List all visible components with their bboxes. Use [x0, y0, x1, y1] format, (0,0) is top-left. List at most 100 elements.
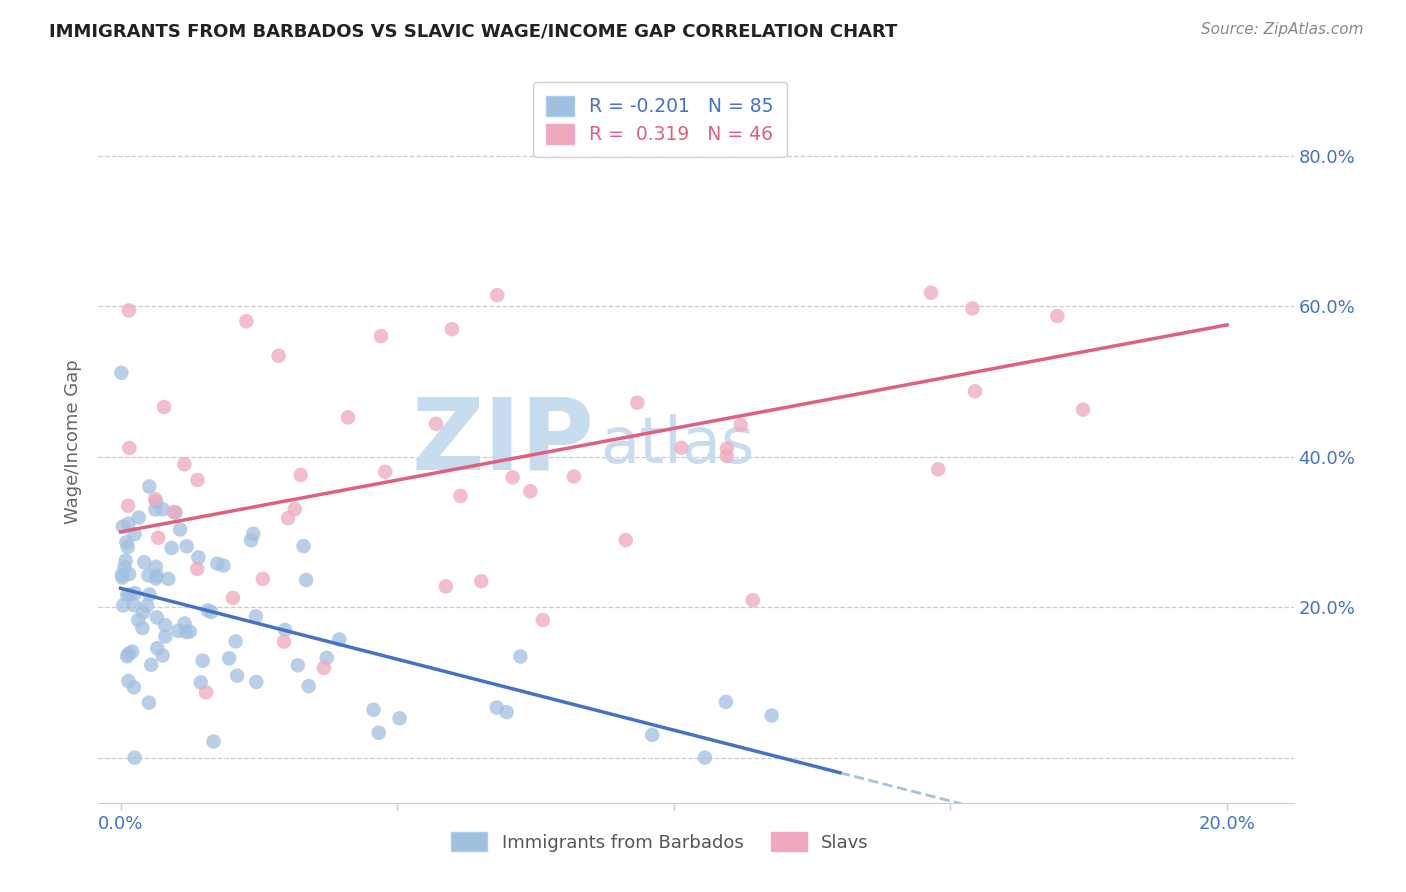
Point: [626, 395, 648, 409]
Point: [363, 703, 385, 717]
Point: [245, 675, 267, 690]
Point: [367, 725, 389, 739]
Point: [186, 473, 208, 487]
Point: [485, 700, 508, 714]
Point: [1046, 309, 1069, 323]
Point: [124, 586, 146, 600]
Point: [502, 470, 524, 484]
Point: [127, 613, 149, 627]
Point: [146, 641, 169, 656]
Point: [290, 467, 312, 482]
Text: ZIP: ZIP: [412, 393, 595, 490]
Point: [370, 329, 392, 343]
Point: [693, 750, 716, 764]
Point: [176, 539, 198, 553]
Point: [117, 647, 139, 661]
Point: [284, 502, 307, 516]
Point: [614, 533, 637, 548]
Point: [716, 449, 738, 463]
Point: [122, 599, 145, 613]
Point: [138, 696, 160, 710]
Point: [118, 303, 141, 318]
Point: [138, 568, 160, 582]
Point: [111, 570, 134, 584]
Y-axis label: Wage/Income Gap: Wage/Income Gap: [63, 359, 82, 524]
Point: [138, 587, 160, 601]
Text: Source: ZipAtlas.com: Source: ZipAtlas.com: [1201, 22, 1364, 37]
Point: [245, 609, 267, 624]
Point: [212, 558, 235, 573]
Point: [114, 553, 136, 567]
Point: [179, 624, 201, 639]
Point: [287, 658, 309, 673]
Point: [110, 366, 132, 380]
Point: [252, 572, 274, 586]
Point: [641, 728, 664, 742]
Point: [153, 618, 176, 632]
Point: [962, 301, 984, 316]
Point: [160, 541, 183, 555]
Point: [207, 557, 229, 571]
Point: [114, 560, 136, 574]
Point: [218, 651, 240, 665]
Point: [519, 484, 541, 499]
Point: [434, 579, 457, 593]
Point: [141, 657, 163, 672]
Point: [292, 539, 315, 553]
Point: [486, 288, 509, 302]
Point: [167, 624, 190, 638]
Point: [152, 648, 174, 663]
Point: [165, 506, 187, 520]
Point: [714, 695, 737, 709]
Point: [111, 519, 134, 533]
Point: [1071, 402, 1094, 417]
Point: [920, 285, 942, 300]
Point: [173, 458, 195, 472]
Point: [671, 441, 693, 455]
Point: [152, 502, 174, 516]
Point: [273, 634, 295, 648]
Point: [117, 499, 139, 513]
Point: [162, 505, 184, 519]
Point: [761, 708, 783, 723]
Point: [145, 559, 167, 574]
Point: [741, 593, 763, 607]
Point: [222, 591, 245, 605]
Point: [143, 502, 166, 516]
Point: [132, 606, 155, 620]
Point: [121, 644, 143, 658]
Legend: Immigrants from Barbados, Slavs: Immigrants from Barbados, Slavs: [444, 825, 876, 859]
Point: [118, 567, 141, 582]
Point: [111, 568, 134, 582]
Point: [240, 533, 263, 548]
Point: [124, 527, 146, 541]
Point: [235, 314, 257, 328]
Text: atlas: atlas: [600, 414, 755, 476]
Point: [174, 625, 197, 640]
Point: [388, 711, 411, 725]
Point: [146, 610, 169, 624]
Point: [295, 573, 318, 587]
Point: [124, 750, 146, 764]
Point: [328, 632, 350, 647]
Point: [200, 605, 222, 619]
Point: [277, 511, 299, 525]
Point: [374, 465, 396, 479]
Point: [531, 613, 554, 627]
Point: [202, 734, 225, 748]
Point: [157, 572, 180, 586]
Point: [190, 675, 212, 690]
Point: [197, 603, 219, 617]
Point: [145, 571, 167, 585]
Point: [118, 588, 141, 602]
Point: [169, 523, 191, 537]
Point: [927, 462, 949, 476]
Point: [145, 495, 167, 509]
Point: [440, 322, 463, 336]
Point: [312, 661, 335, 675]
Point: [315, 650, 337, 665]
Point: [267, 349, 290, 363]
Point: [716, 442, 738, 456]
Point: [274, 623, 297, 637]
Point: [153, 400, 176, 414]
